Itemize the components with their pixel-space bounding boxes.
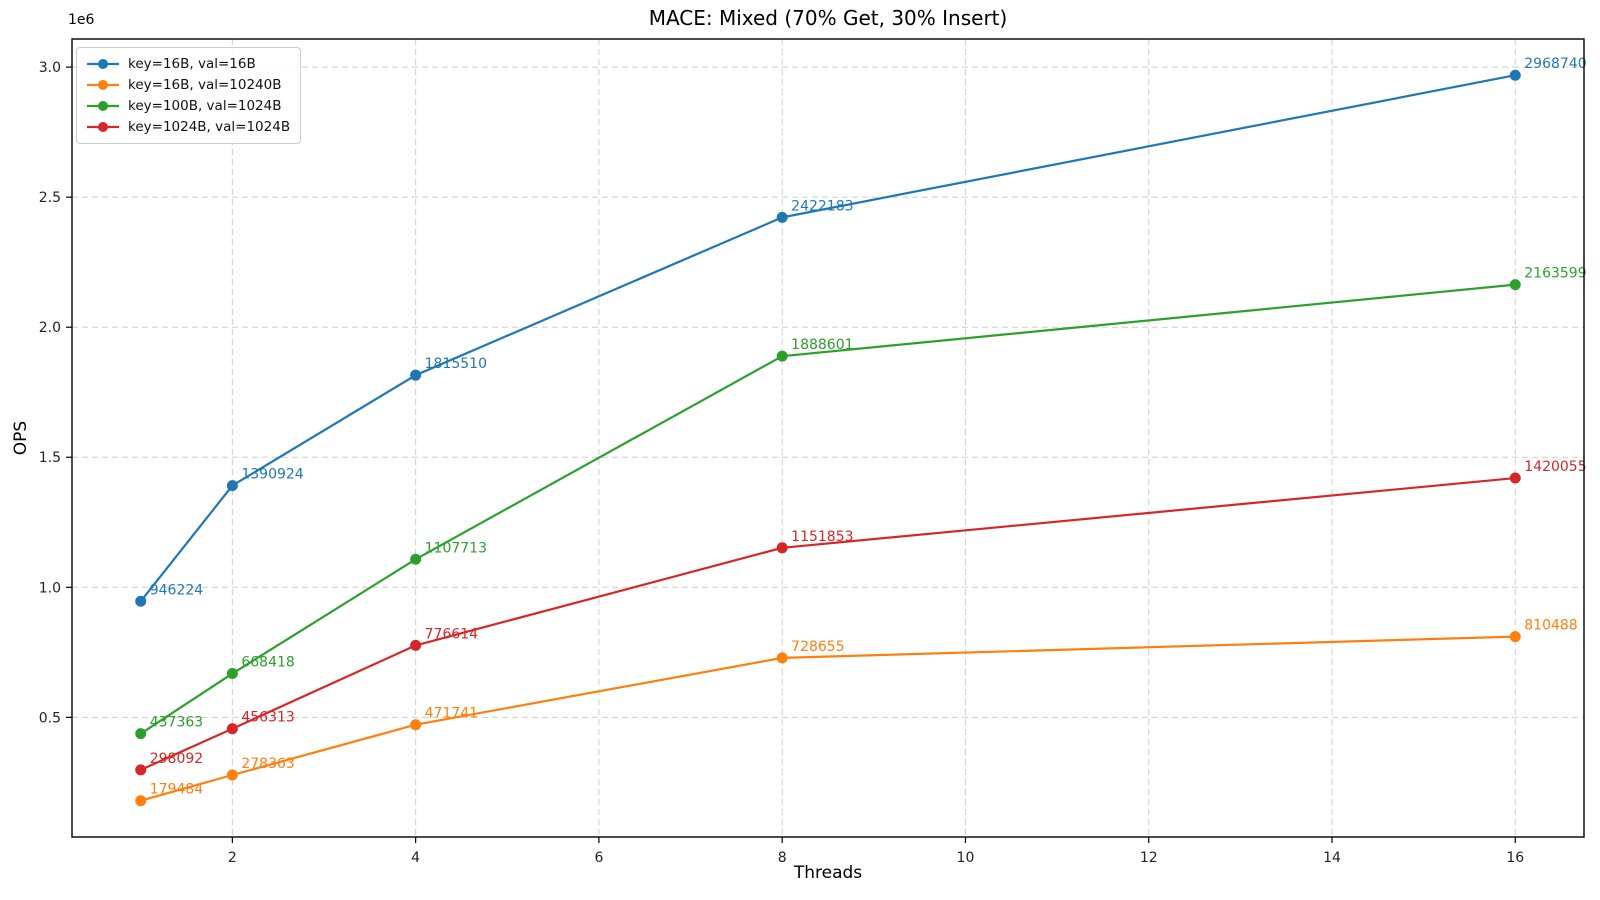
point-label: 946224 [150,582,204,598]
y-tick-label: 2.0 [39,320,61,336]
point-label: 1815510 [425,356,487,372]
series-line [140,476,1516,771]
point-label: 668418 [241,655,294,671]
grid [72,39,1584,837]
legend-marker [98,80,108,90]
data-point [1509,472,1521,484]
data-point [135,595,147,607]
point-label: 776614 [425,626,479,642]
series-key-100b-val-1024b: 437363 668418 1107713 1888601 2163599 [135,266,1587,740]
point-label: 810488 [1524,618,1577,634]
legend: key=16B, val=16B key=16B, val=10240B key=1… [76,47,302,144]
point-label: 179484 [150,782,204,798]
x-tick-label: 8 [778,850,787,866]
legend-label: key=16B, val=16B [128,56,256,72]
point-label: 2163599 [1524,266,1586,282]
x-tick-label: 6 [594,850,603,866]
y-tick-label: 1.0 [39,580,61,596]
x-tick-label: 4 [411,850,420,866]
legend-item: key=1024B, val=1024B [86,118,290,136]
data-point [1509,69,1521,81]
data-point [776,211,788,223]
legend-label: key=16B, val=10240B [128,77,282,93]
legend-swatch [87,101,119,111]
series-key-1024b-val-1024b: 298092 456313 776614 1151853 1420055 [135,459,1587,776]
y-tick-label: 3.0 [39,60,61,76]
x-tick-label: 10 [957,850,975,866]
data-point [776,542,788,554]
legend-marker [98,59,108,69]
data-point [1509,631,1521,643]
legend-swatch [87,80,119,90]
point-label: 728655 [791,639,844,655]
legend-item: key=100B, val=1024B [86,97,290,115]
axes-ticks: 2 4 6 8 10 12 14 16 0.5 1.0 1.5 2.0 2.5 3.0 [39,60,1525,866]
point-label: 1107713 [425,540,487,556]
point-label: 1390924 [241,467,303,483]
data-point [776,652,788,664]
data-point [226,480,238,492]
y-tick-label: 1.5 [39,450,61,466]
data-point [776,350,788,362]
legend-marker [98,101,108,111]
point-label: 456313 [241,710,294,726]
legend-swatch [87,122,119,132]
x-tick-label: 12 [1140,850,1158,866]
series-key-16b-val-10240b: 179484 278363 471741 728655 810488 [135,618,1578,807]
legend-label: key=1024B, val=1024B [128,119,291,135]
y-axis-offset-text: 1e6 [68,12,95,28]
point-label: 1420055 [1524,459,1586,475]
legend-item: key=16B, val=10240B [86,76,290,94]
data-point [1509,279,1521,291]
data-point [226,769,238,781]
point-label: 298092 [150,751,203,767]
data-point [135,795,147,807]
y-tick-label: 0.5 [39,710,61,726]
x-tick-label: 16 [1506,850,1524,866]
point-label: 471741 [425,706,478,722]
point-label: 2968740 [1524,56,1586,72]
point-label: 278363 [241,756,294,772]
chart-title: MACE: Mixed (70% Get, 30% Insert) [648,6,1008,30]
x-tick-label: 2 [228,850,237,866]
data-point [410,719,422,731]
legend-label: key=100B, val=1024B [128,98,282,114]
series-key-16b-val-16b: 946224 1390924 1815510 2422183 2968740 [135,56,1587,607]
point-label: 1151853 [791,529,853,545]
plot-border [71,38,1585,838]
data-point [226,723,238,735]
y-axis-label: OPS [11,420,31,456]
y-tick-label: 2.5 [39,190,61,206]
point-label: 2422183 [791,198,853,214]
data-point [410,369,422,381]
x-axis-label: Threads [793,863,863,883]
data-point [410,553,422,565]
point-label: 437363 [150,715,203,731]
legend-item: key=16B, val=16B [86,55,290,73]
data-point [135,764,147,776]
series-line [140,635,1516,802]
data-point [226,668,238,680]
legend-marker [98,122,108,132]
x-tick-label: 14 [1323,850,1341,866]
data-point [135,728,147,740]
legend-swatch [87,59,119,69]
point-label: 1888601 [791,337,853,353]
data-point [410,639,422,651]
